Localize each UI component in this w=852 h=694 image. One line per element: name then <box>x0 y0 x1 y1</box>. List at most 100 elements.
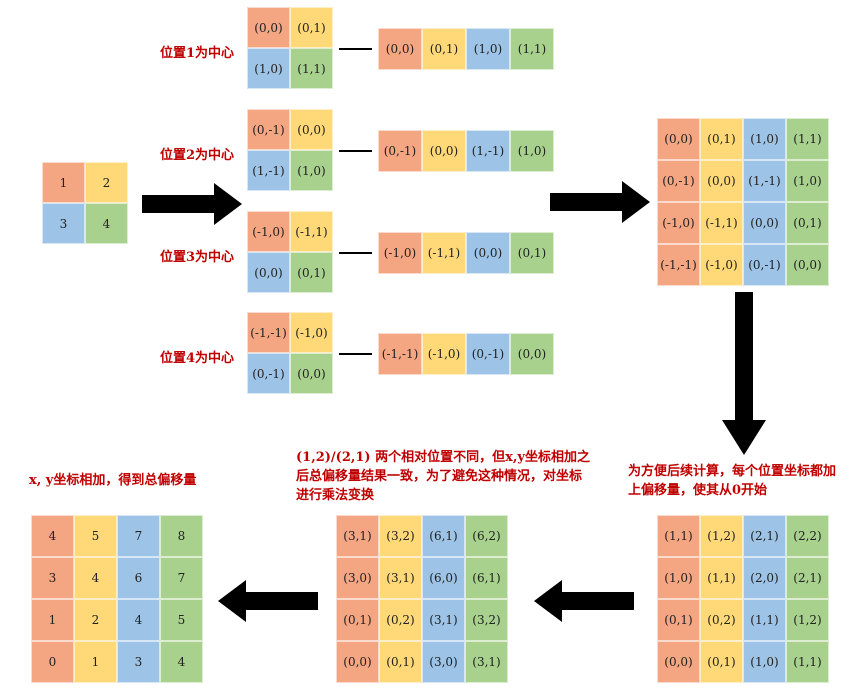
offset-matrix-cell: (1,1) <box>657 515 700 557</box>
multiply-matrix-cell: (0,1) <box>379 641 422 683</box>
relative-matrix-cell: (-1,0) <box>700 244 743 286</box>
multiply-matrix-cell: (3,1) <box>379 557 422 599</box>
relative-matrix-cell: (0,0) <box>657 118 700 160</box>
relative-matrix-cell: (-1,1) <box>700 202 743 244</box>
connector-line <box>339 353 372 355</box>
source-grid-cell: 4 <box>85 203 128 244</box>
position-row-cell: (0,0) <box>378 28 422 70</box>
position-square-cell: (0,0) <box>247 7 290 48</box>
position-square: (-1,-1) (-1,0) (0,-1) (0,0) <box>247 312 333 394</box>
multiply-matrix-cell: (6,0) <box>422 557 465 599</box>
sum-matrix-cell: 2 <box>74 599 117 641</box>
position-row-cell: (0,1) <box>422 28 466 70</box>
sum-matrix-cell: 6 <box>117 557 160 599</box>
position-row: (0,0) (0,1) (1,0) (1,1) <box>378 28 554 70</box>
multiply-matrix-cell: (3,2) <box>379 515 422 557</box>
relative-matrix-cell: (1,1) <box>786 118 829 160</box>
sum-matrix-cell: 3 <box>117 641 160 683</box>
relative-matrix-cell: (0,1) <box>700 118 743 160</box>
relative-matrix: (0,0) (0,1) (1,0) (1,1) (0,-1) (0,0) (1,-1) (1,… <box>657 118 829 286</box>
offset-matrix-cell: (1,2) <box>700 515 743 557</box>
multiply-note: (1,2)/(2,1) 两个相对位置不同，但x,y坐标相加之后总偏移量结果一致，… <box>296 450 590 503</box>
relative-matrix-cell: (-1,-1) <box>657 244 700 286</box>
multiply-matrix: (3,1) (3,2) (6,1) (6,2) (3,0) (3,1) (6,0) (6,1)… <box>336 515 508 683</box>
offset-matrix-cell: (1,1) <box>700 557 743 599</box>
multiply-matrix-cell: (3,1) <box>336 515 379 557</box>
position-square-cell: (1,-1) <box>247 150 290 191</box>
sum-matrix-cell: 7 <box>117 515 160 557</box>
offset-matrix-cell: (0,1) <box>700 641 743 683</box>
position-square-cell: (1,1) <box>290 48 333 89</box>
position-row-cell: (0,0) <box>422 130 466 172</box>
position-row-cell: (0,0) <box>466 232 510 274</box>
relative-matrix-cell: (1,-1) <box>743 160 786 202</box>
arrow-left-icon <box>534 580 634 622</box>
sum-matrix-cell: 5 <box>160 599 203 641</box>
multiply-matrix-cell: (3,0) <box>422 641 465 683</box>
sum-matrix-cell: 7 <box>160 557 203 599</box>
offset-matrix-cell: (2,2) <box>786 515 829 557</box>
arrow-left-icon <box>218 580 318 622</box>
position-row: (-1,0) (-1,1) (0,0) (0,1) <box>378 232 554 274</box>
position-row-cell: (1,0) <box>510 130 554 172</box>
sum-matrix-cell: 4 <box>160 641 203 683</box>
sum-matrix-cell: 3 <box>31 557 74 599</box>
position-square-cell: (0,0) <box>290 109 333 150</box>
sum-matrix-cell: 4 <box>74 557 117 599</box>
relative-matrix-cell: (1,0) <box>743 118 786 160</box>
position-square-cell: (1,0) <box>247 48 290 89</box>
connector-line <box>339 252 372 254</box>
position-square-cell: (0,-1) <box>247 353 290 394</box>
multiply-matrix-cell: (6,1) <box>422 515 465 557</box>
offset-matrix-cell: (1,1) <box>786 641 829 683</box>
source-grid-cell: 2 <box>85 162 128 203</box>
position-row-cell: (1,-1) <box>466 130 510 172</box>
position-row-cell: (1,1) <box>510 28 554 70</box>
position-row-cell: (0,-1) <box>378 130 422 172</box>
position-row-cell: (-1,0) <box>422 333 466 375</box>
offset-matrix-cell: (0,1) <box>657 599 700 641</box>
position-square-cell: (0,1) <box>290 252 333 293</box>
position-row-cell: (-1,-1) <box>378 333 422 375</box>
position-row-cell: (-1,1) <box>422 232 466 274</box>
position-row-cell: (1,0) <box>466 28 510 70</box>
position-square-cell: (-1,0) <box>247 211 290 252</box>
offset-matrix-cell: (1,2) <box>786 599 829 641</box>
position-label: 位置1为中心 <box>160 46 235 61</box>
sum-note: x, y坐标相加，得到总偏移量 <box>29 473 197 488</box>
multiply-matrix-cell: (3,2) <box>465 599 508 641</box>
sum-matrix-cell: 1 <box>74 641 117 683</box>
offset-note: 为方便后续计算，每个位置坐标都加上偏移量，使其从0开始 <box>628 464 837 498</box>
position-square-cell: (0,0) <box>247 252 290 293</box>
relative-matrix-cell: (0,0) <box>786 244 829 286</box>
source-grid-cell: 1 <box>42 162 85 203</box>
position-square-cell: (0,1) <box>290 7 333 48</box>
offset-matrix-cell: (2,1) <box>786 557 829 599</box>
offset-matrix-cell: (1,0) <box>657 557 700 599</box>
position-square: (0,-1) (0,0) (1,-1) (1,0) <box>247 109 333 191</box>
position-square-cell: (-1,-1) <box>247 312 290 353</box>
position-label: 位置3为中心 <box>160 250 235 265</box>
position-row: (-1,-1) (-1,0) (0,-1) (0,0) <box>378 333 554 375</box>
sum-matrix-cell: 0 <box>31 641 74 683</box>
source-grid-cell: 3 <box>42 203 85 244</box>
position-square-cell: (-1,0) <box>290 312 333 353</box>
position-row-cell: (0,-1) <box>466 333 510 375</box>
connector-line <box>339 150 372 152</box>
multiply-matrix-cell: (0,1) <box>336 599 379 641</box>
offset-matrix-cell: (2,0) <box>743 557 786 599</box>
multiply-matrix-cell: (3,1) <box>422 599 465 641</box>
position-row-cell: (0,1) <box>510 232 554 274</box>
position-row: (0,-1) (0,0) (1,-1) (1,0) <box>378 130 554 172</box>
sum-matrix-cell: 1 <box>31 599 74 641</box>
relative-matrix-cell: (0,-1) <box>743 244 786 286</box>
sum-matrix-cell: 4 <box>31 515 74 557</box>
relative-matrix-cell: (0,-1) <box>657 160 700 202</box>
multiply-matrix-cell: (3,0) <box>336 557 379 599</box>
multiply-matrix-cell: (6,2) <box>465 515 508 557</box>
offset-matrix-cell: (2,1) <box>743 515 786 557</box>
position-square: (-1,0) (-1,1) (0,0) (0,1) <box>247 211 333 293</box>
offset-matrix-cell: (1,1) <box>743 599 786 641</box>
